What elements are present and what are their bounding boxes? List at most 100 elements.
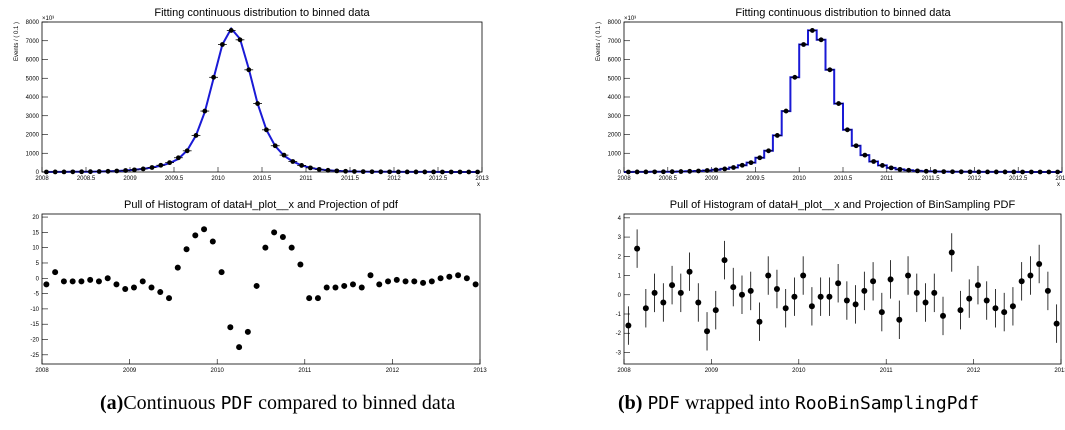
y-tick-label: 2 xyxy=(618,254,622,260)
x-tick-label: 2012 xyxy=(387,176,401,182)
pull-point xyxy=(411,278,418,285)
x-tick-label: 2010.5 xyxy=(253,176,272,182)
data-point xyxy=(1002,169,1008,175)
x-tick-label: 2012 xyxy=(967,368,981,374)
pull-point xyxy=(625,322,632,329)
data-point xyxy=(634,169,640,175)
caption-a-text-before: Continuous xyxy=(123,392,221,414)
data-point xyxy=(993,169,999,175)
y-tick-label: 5000 xyxy=(26,76,40,82)
chart-title: Pull of Histogram of dataH_plot__x and P… xyxy=(124,199,399,211)
data-point xyxy=(167,160,173,166)
data-point xyxy=(378,169,384,175)
pull-point xyxy=(948,249,955,256)
data-point xyxy=(308,165,313,171)
pull-point xyxy=(43,281,50,288)
chart-a_fit: Fitting continuous distribution to binne… xyxy=(14,7,489,188)
pull-point xyxy=(660,299,667,306)
pull-point xyxy=(341,282,348,289)
x-tick-label: 2012.5 xyxy=(429,176,448,182)
data-point xyxy=(696,168,701,174)
pull-point xyxy=(358,284,365,291)
y-tick-label: 7000 xyxy=(608,39,622,45)
y-tick-label: 3000 xyxy=(608,114,622,120)
pull-point xyxy=(455,272,462,279)
data-point xyxy=(731,165,736,170)
data-point xyxy=(404,169,410,175)
pull-point xyxy=(905,272,912,279)
pull-point xyxy=(695,299,702,306)
pull-point xyxy=(634,245,641,252)
x-tick-label: 2008 xyxy=(617,368,631,374)
y-tick-label: 20 xyxy=(32,215,39,221)
data-point xyxy=(923,168,929,174)
pull-point xyxy=(446,273,453,280)
pull-point xyxy=(782,305,789,312)
pull-point xyxy=(288,244,295,251)
x-tick-label: 2013 xyxy=(1055,176,1065,182)
y-tick-label: 8000 xyxy=(26,20,40,26)
y-tick-label: -3 xyxy=(616,350,622,356)
data-point xyxy=(888,165,894,171)
data-point xyxy=(70,169,76,175)
pull-point xyxy=(931,289,938,296)
pull-point xyxy=(306,295,313,302)
pull-point xyxy=(253,282,260,289)
data-point xyxy=(176,155,181,161)
data-point xyxy=(1037,169,1043,175)
y-tick-label: 15 xyxy=(32,230,39,236)
chart-title: Fitting continuous distribution to binne… xyxy=(735,7,951,19)
data-point xyxy=(88,169,93,175)
x-tick-label: 2009 xyxy=(705,368,719,374)
y-tick-label: 4 xyxy=(618,216,622,222)
y-tick-label: -15 xyxy=(30,322,39,328)
pull-point xyxy=(1027,272,1034,279)
pull-point xyxy=(122,286,129,292)
data-point xyxy=(932,169,938,174)
plot-frame xyxy=(623,213,1062,365)
x-tick-label: 2011 xyxy=(880,176,894,182)
pull-point xyxy=(52,269,59,276)
data-point xyxy=(1028,169,1034,175)
data-point xyxy=(792,74,798,80)
pull-point xyxy=(791,293,798,300)
pull-point xyxy=(983,297,990,304)
caption-b-code: PDF xyxy=(647,393,680,414)
x-tick-label: 2009 xyxy=(123,176,137,182)
pull-point xyxy=(78,278,85,285)
data-point xyxy=(105,168,111,174)
caption-b: (b) PDF wrapped into RooBinSamplingPdf xyxy=(618,392,979,415)
data-point xyxy=(316,166,322,172)
plot-frame xyxy=(623,21,1063,173)
y-tick-label: 0 xyxy=(618,170,622,176)
x-tick-label: 2010 xyxy=(793,176,807,182)
data-point xyxy=(79,169,84,175)
caption-b-label: (b) xyxy=(618,392,643,414)
data-point xyxy=(801,42,806,47)
pull-point xyxy=(843,297,850,304)
data-point xyxy=(431,169,436,175)
data-point xyxy=(352,169,357,174)
data-point xyxy=(713,167,719,173)
pull-point xyxy=(1001,309,1008,316)
pull-point xyxy=(800,272,807,279)
data-point xyxy=(774,133,780,138)
pull-point xyxy=(861,287,868,294)
pull-point xyxy=(957,307,964,314)
pull-point xyxy=(1009,303,1016,310)
data-point xyxy=(739,162,745,168)
pull-point xyxy=(271,229,278,236)
y-tick-label: 6000 xyxy=(26,58,40,64)
pull-point xyxy=(297,261,304,268)
data-point xyxy=(625,169,631,175)
pull-point xyxy=(236,344,243,351)
pull-point xyxy=(60,278,67,285)
data-point xyxy=(96,169,102,174)
pull-point xyxy=(402,278,409,285)
data-point xyxy=(202,108,208,114)
y-tick-label: 1000 xyxy=(608,151,622,157)
x-tick-label: 2009 xyxy=(705,176,719,182)
x-tick-label: 2010 xyxy=(211,176,225,182)
y-tick-label: 8000 xyxy=(608,20,622,26)
x-tick-label: 2009 xyxy=(123,368,137,374)
